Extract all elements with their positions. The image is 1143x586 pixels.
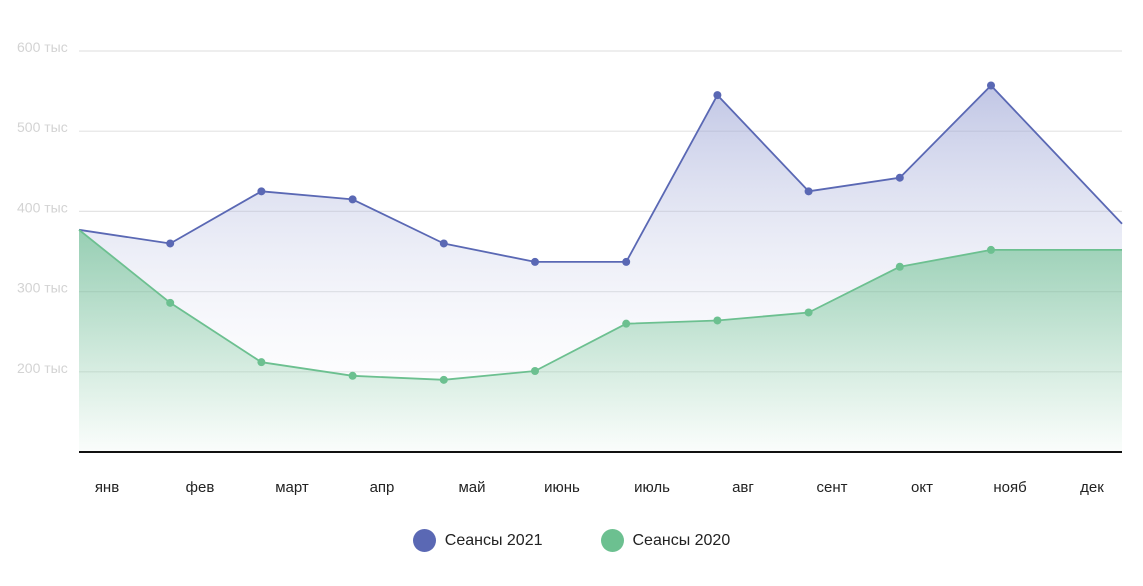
tick-labels: 200 тыс 300 тыс 400 тыс 500 тыс 600 тыс янв фе… <box>17 39 1104 496</box>
series-areas <box>79 85 1122 452</box>
data-point[interactable] <box>895 173 904 182</box>
data-point[interactable] <box>987 81 995 90</box>
data-point[interactable] <box>804 308 813 317</box>
x-tick-label: июль <box>634 479 670 496</box>
x-tick-label: авг <box>732 479 754 496</box>
x-tick-label: нояб <box>993 479 1026 496</box>
data-point[interactable] <box>348 371 357 380</box>
area-chart: 200 тыс 300 тыс 400 тыс 500 тыс 600 тыс янв фе… <box>17 39 1123 496</box>
series-line-1 <box>78 229 1122 381</box>
data-point[interactable] <box>987 245 995 254</box>
data-point[interactable] <box>257 187 266 196</box>
series-area-1 <box>79 229 1122 452</box>
series-lines <box>78 84 1123 381</box>
data-point[interactable] <box>439 239 448 248</box>
data-point[interactable] <box>166 298 175 307</box>
legend-item-2020[interactable]: Сеансы 2020 <box>600 529 731 552</box>
data-point[interactable] <box>622 257 631 266</box>
data-point[interactable] <box>895 262 904 271</box>
series-line-0 <box>78 84 1123 263</box>
x-tick-label: окт <box>911 479 933 496</box>
data-point[interactable] <box>804 187 813 196</box>
x-tick-label: март <box>275 479 309 496</box>
data-point[interactable] <box>531 366 539 375</box>
data-point[interactable] <box>713 316 722 325</box>
x-tick-label: янв <box>95 479 119 496</box>
y-tick-label: 400 тыс <box>17 199 68 215</box>
data-point[interactable] <box>257 358 266 367</box>
x-tick-label: апр <box>370 479 395 496</box>
y-tick-label: 600 тыс <box>17 39 68 55</box>
legend-item-2021[interactable]: Сеансы 2021 <box>412 529 543 552</box>
legend-swatch-2021 <box>412 529 436 552</box>
x-tick-label: июнь <box>544 479 580 496</box>
legend-label-2021: Сеансы 2021 <box>444 531 543 549</box>
x-tick-label: сент <box>817 479 848 496</box>
data-point[interactable] <box>166 239 175 248</box>
data-point[interactable] <box>531 257 539 266</box>
data-point[interactable] <box>622 319 631 328</box>
legend-label-2020: Сеансы 2020 <box>632 531 731 549</box>
legend: Сеансы 2021 Сеансы 2020 <box>0 529 1143 552</box>
y-tick-label: 500 тыс <box>17 119 68 135</box>
legend-swatch-2020 <box>600 529 624 552</box>
y-tick-label: 300 тыс <box>17 280 68 296</box>
data-point[interactable] <box>439 375 448 384</box>
data-point[interactable] <box>713 91 722 100</box>
data-point[interactable] <box>348 195 357 204</box>
x-tick-label: дек <box>1080 479 1104 496</box>
series-points <box>166 81 995 384</box>
x-tick-label: фев <box>186 479 215 496</box>
y-tick-label: 200 тыс <box>17 360 68 376</box>
x-tick-label: май <box>458 479 485 496</box>
